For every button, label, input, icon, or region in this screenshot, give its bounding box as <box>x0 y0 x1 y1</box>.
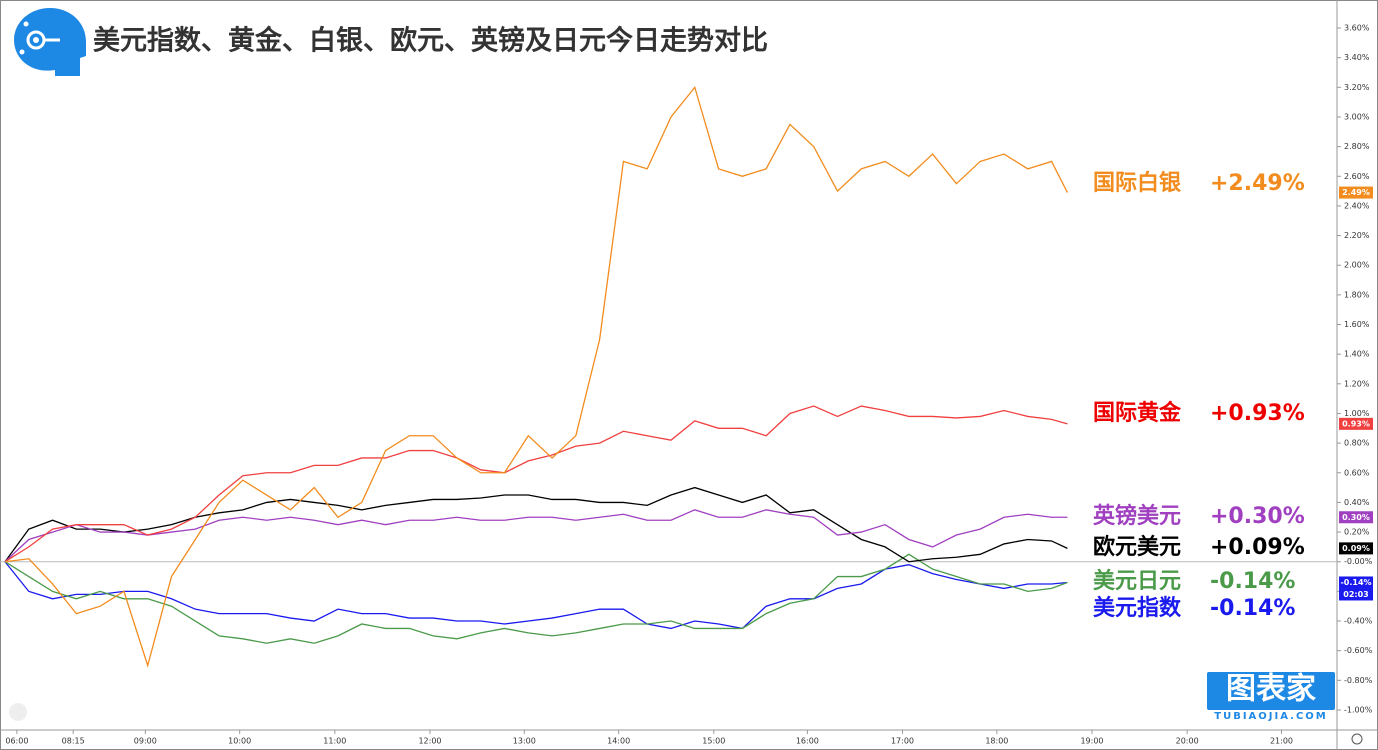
x-tick-label: 16:00 <box>796 737 819 746</box>
y-tick-label: 2.20% <box>1344 231 1370 240</box>
legend-name: 美元日元 <box>1093 568 1181 594</box>
x-tick-label: 17:00 <box>891 737 914 746</box>
y-tick-label: -0.40% <box>1344 617 1373 626</box>
countdown: 02:03 <box>1343 590 1368 599</box>
x-tick-label: 08:15 <box>62 737 85 746</box>
price-tag-label: 0.30% <box>1342 513 1370 522</box>
y-tick-label: 1.60% <box>1344 320 1370 329</box>
legend-name: 英镑美元 <box>1093 503 1181 529</box>
y-tick-label: 1.20% <box>1344 379 1370 388</box>
change-label: -0.14% <box>1210 569 1295 594</box>
legend-name: 国际黄金 <box>1093 400 1182 426</box>
price-tag <box>1339 417 1373 430</box>
y-tick-label: -1.00% <box>1344 705 1373 714</box>
logo-small <box>9 703 27 721</box>
logo <box>14 8 86 76</box>
y-tick-label: 0.20% <box>1344 528 1370 537</box>
y-tick-label: 3.00% <box>1344 112 1370 121</box>
series-line <box>4 85 1069 668</box>
y-tick-label: 2.00% <box>1344 261 1370 270</box>
y-tick-label: 1.80% <box>1344 290 1370 299</box>
price-tag <box>1339 576 1373 589</box>
price-tag-label: -0.14% <box>1340 578 1371 587</box>
y-tick-label: 3.40% <box>1344 53 1370 62</box>
x-tick-label: 06:00 <box>5 737 28 746</box>
price-tag-label: 0.93% <box>1342 419 1370 428</box>
change-label: +0.30% <box>1210 504 1305 529</box>
y-tick-label: 0.80% <box>1344 439 1370 448</box>
series-line <box>4 553 1068 644</box>
watermark-sub: TUBIAOJIA.COM <box>1214 711 1327 722</box>
x-tick-label: 21:00 <box>1270 737 1293 746</box>
countdown-box <box>1339 588 1373 601</box>
legend-name: 国际白银 <box>1093 170 1182 196</box>
legend-name: 欧元美元 <box>1093 534 1181 560</box>
x-tick-label: 14:00 <box>607 737 630 746</box>
x-tick-label: 13:00 <box>513 737 536 746</box>
price-tag <box>1339 511 1373 524</box>
x-tick-label: 19:00 <box>1080 737 1103 746</box>
price-tag <box>1339 186 1373 199</box>
y-tick-label: -0.00% <box>1344 557 1373 566</box>
series-line <box>4 486 1068 563</box>
y-tick-label: 3.60% <box>1344 24 1370 33</box>
settings-icon[interactable] <box>1351 733 1363 745</box>
x-tick-label: 18:00 <box>985 737 1008 746</box>
y-tick-label: 2.40% <box>1344 201 1370 210</box>
y-tick-label: 1.00% <box>1344 409 1370 418</box>
x-tick-label: 12:00 <box>418 737 441 746</box>
y-tick-label: 2.80% <box>1344 142 1370 151</box>
y-tick-label: 0.40% <box>1344 498 1370 507</box>
price-tag <box>1339 542 1373 555</box>
y-tick-label: 1.40% <box>1344 350 1370 359</box>
price-tag-label: 2.49% <box>1342 188 1370 197</box>
change-label: +2.49% <box>1210 171 1305 196</box>
x-tick-label: 09:00 <box>134 737 157 746</box>
y-tick-label: -0.60% <box>1344 646 1373 655</box>
x-tick-label: 11:00 <box>323 737 346 746</box>
price-tag-label: 0.09% <box>1342 544 1370 553</box>
watermark: 图表家 <box>1226 672 1316 707</box>
legend-name: 美元指数 <box>1093 595 1182 621</box>
x-tick-label: 20:00 <box>1176 737 1199 746</box>
y-tick-label: -0.80% <box>1344 676 1373 685</box>
y-tick-label: 3.20% <box>1344 83 1370 92</box>
change-label: +0.93% <box>1210 401 1305 426</box>
series-line <box>4 405 1068 563</box>
y-tick-label: 0.60% <box>1344 468 1370 477</box>
x-tick-label: 15:00 <box>702 737 725 746</box>
watermark-box <box>1207 672 1335 710</box>
chart-title: 美元指数、黄金、白银、欧元、英镑及日元今日走势对比 <box>93 25 768 57</box>
change-label: +0.09% <box>1210 535 1305 560</box>
series-line <box>4 509 1068 563</box>
change-label: -0.14% <box>1210 596 1295 621</box>
x-tick-label: 10:00 <box>228 737 251 746</box>
y-tick-label: 2.60% <box>1344 172 1370 181</box>
series-line <box>4 561 1068 630</box>
